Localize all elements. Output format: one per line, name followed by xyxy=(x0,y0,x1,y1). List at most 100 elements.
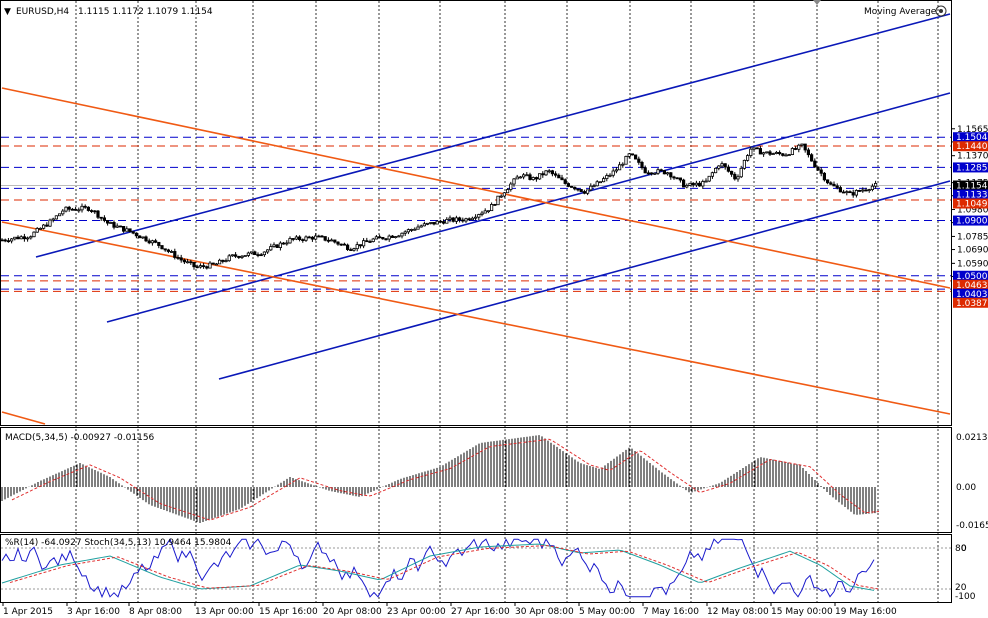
candle xyxy=(214,262,218,266)
candle xyxy=(598,181,603,184)
candle xyxy=(70,207,74,211)
candle xyxy=(403,230,407,236)
candle xyxy=(435,220,439,225)
candle xyxy=(3,238,7,243)
candle xyxy=(131,231,135,235)
candle xyxy=(122,225,126,233)
candle xyxy=(96,209,100,220)
macd-axis: 0.02138 0.00 -0.01651 xyxy=(956,433,988,531)
candle xyxy=(291,238,295,242)
candle xyxy=(538,173,542,180)
candle xyxy=(621,162,625,168)
candle xyxy=(137,235,142,239)
candle xyxy=(717,165,721,171)
candle xyxy=(675,177,679,180)
level-label: 1.1504 xyxy=(953,132,988,143)
candle xyxy=(240,255,244,260)
svg-text:1.0403: 1.0403 xyxy=(956,290,988,300)
blue-channel[interactable] xyxy=(35,13,951,380)
candle xyxy=(550,169,555,177)
time-tick-label: 30 Apr 08:00 xyxy=(515,607,574,617)
candle xyxy=(800,143,804,148)
candle xyxy=(259,253,263,257)
candle xyxy=(355,241,359,252)
price-panel[interactable] xyxy=(0,0,952,426)
candle xyxy=(64,206,68,213)
candle xyxy=(586,189,590,196)
candle xyxy=(528,172,532,181)
candle xyxy=(109,221,113,224)
candle xyxy=(339,243,343,246)
candle xyxy=(864,187,868,192)
candle xyxy=(77,207,81,213)
candle xyxy=(505,188,510,194)
candle xyxy=(329,238,334,242)
blue-channel-lower-line xyxy=(218,180,951,380)
candle xyxy=(701,179,705,189)
candle xyxy=(233,252,238,259)
candle xyxy=(272,242,276,248)
candle xyxy=(544,170,548,176)
candle xyxy=(211,262,215,265)
candle xyxy=(243,255,247,257)
level-label: 1.1154 xyxy=(953,180,988,192)
candle xyxy=(816,166,820,171)
candle xyxy=(736,174,740,182)
candle xyxy=(608,173,612,178)
candle xyxy=(54,215,59,220)
candle xyxy=(90,209,94,213)
candlestick-series[interactable] xyxy=(0,143,878,270)
candle xyxy=(237,255,241,259)
ohlc-label: 1.1115 1.1172 1.1079 1.1154 xyxy=(78,7,213,17)
oscillator-panel[interactable] xyxy=(0,534,952,603)
candle xyxy=(128,228,132,233)
candle xyxy=(342,242,347,246)
candle xyxy=(573,186,577,191)
price-axis[interactable]: 1.15651.14701.13701.11751.10801.09801.08… xyxy=(951,125,988,309)
candle xyxy=(778,150,782,156)
time-tick-label: 23 Apr 00:00 xyxy=(387,607,446,617)
candle xyxy=(554,171,558,178)
candle xyxy=(752,147,756,152)
candle xyxy=(29,235,33,240)
candle xyxy=(445,217,449,224)
candle xyxy=(666,171,670,176)
candle xyxy=(9,238,14,244)
candle xyxy=(352,247,356,252)
orange-channel[interactable] xyxy=(1,87,951,425)
candle xyxy=(576,188,580,192)
candle xyxy=(256,252,260,258)
candle xyxy=(441,219,446,225)
candle xyxy=(845,190,849,196)
candle xyxy=(848,190,852,194)
candle xyxy=(413,227,417,231)
osc-axis-top: 80 xyxy=(955,544,967,554)
candle xyxy=(653,172,657,175)
candle xyxy=(349,247,353,251)
candle xyxy=(454,215,459,224)
candle xyxy=(489,202,494,212)
time-tick-label: 20 Apr 08:00 xyxy=(323,607,382,617)
candle xyxy=(51,217,55,223)
candle xyxy=(45,222,49,227)
candle xyxy=(58,213,62,217)
dropdown-icon[interactable]: ▼ xyxy=(4,7,11,17)
candle xyxy=(758,146,763,155)
settings-gear-icon[interactable] xyxy=(935,5,947,17)
candle xyxy=(323,236,327,242)
candle xyxy=(614,167,619,174)
candle xyxy=(768,149,772,156)
candle xyxy=(217,258,222,265)
candle xyxy=(688,182,692,186)
candle xyxy=(42,223,46,230)
candle xyxy=(790,147,795,156)
candle xyxy=(602,176,606,183)
candle xyxy=(720,161,724,169)
price-tick-label: 1.1370 xyxy=(957,152,988,162)
indicator-title[interactable]: Moving Average xyxy=(864,7,937,17)
candle xyxy=(781,152,785,157)
candle xyxy=(659,168,663,172)
candle xyxy=(297,235,302,242)
candle xyxy=(838,185,843,193)
